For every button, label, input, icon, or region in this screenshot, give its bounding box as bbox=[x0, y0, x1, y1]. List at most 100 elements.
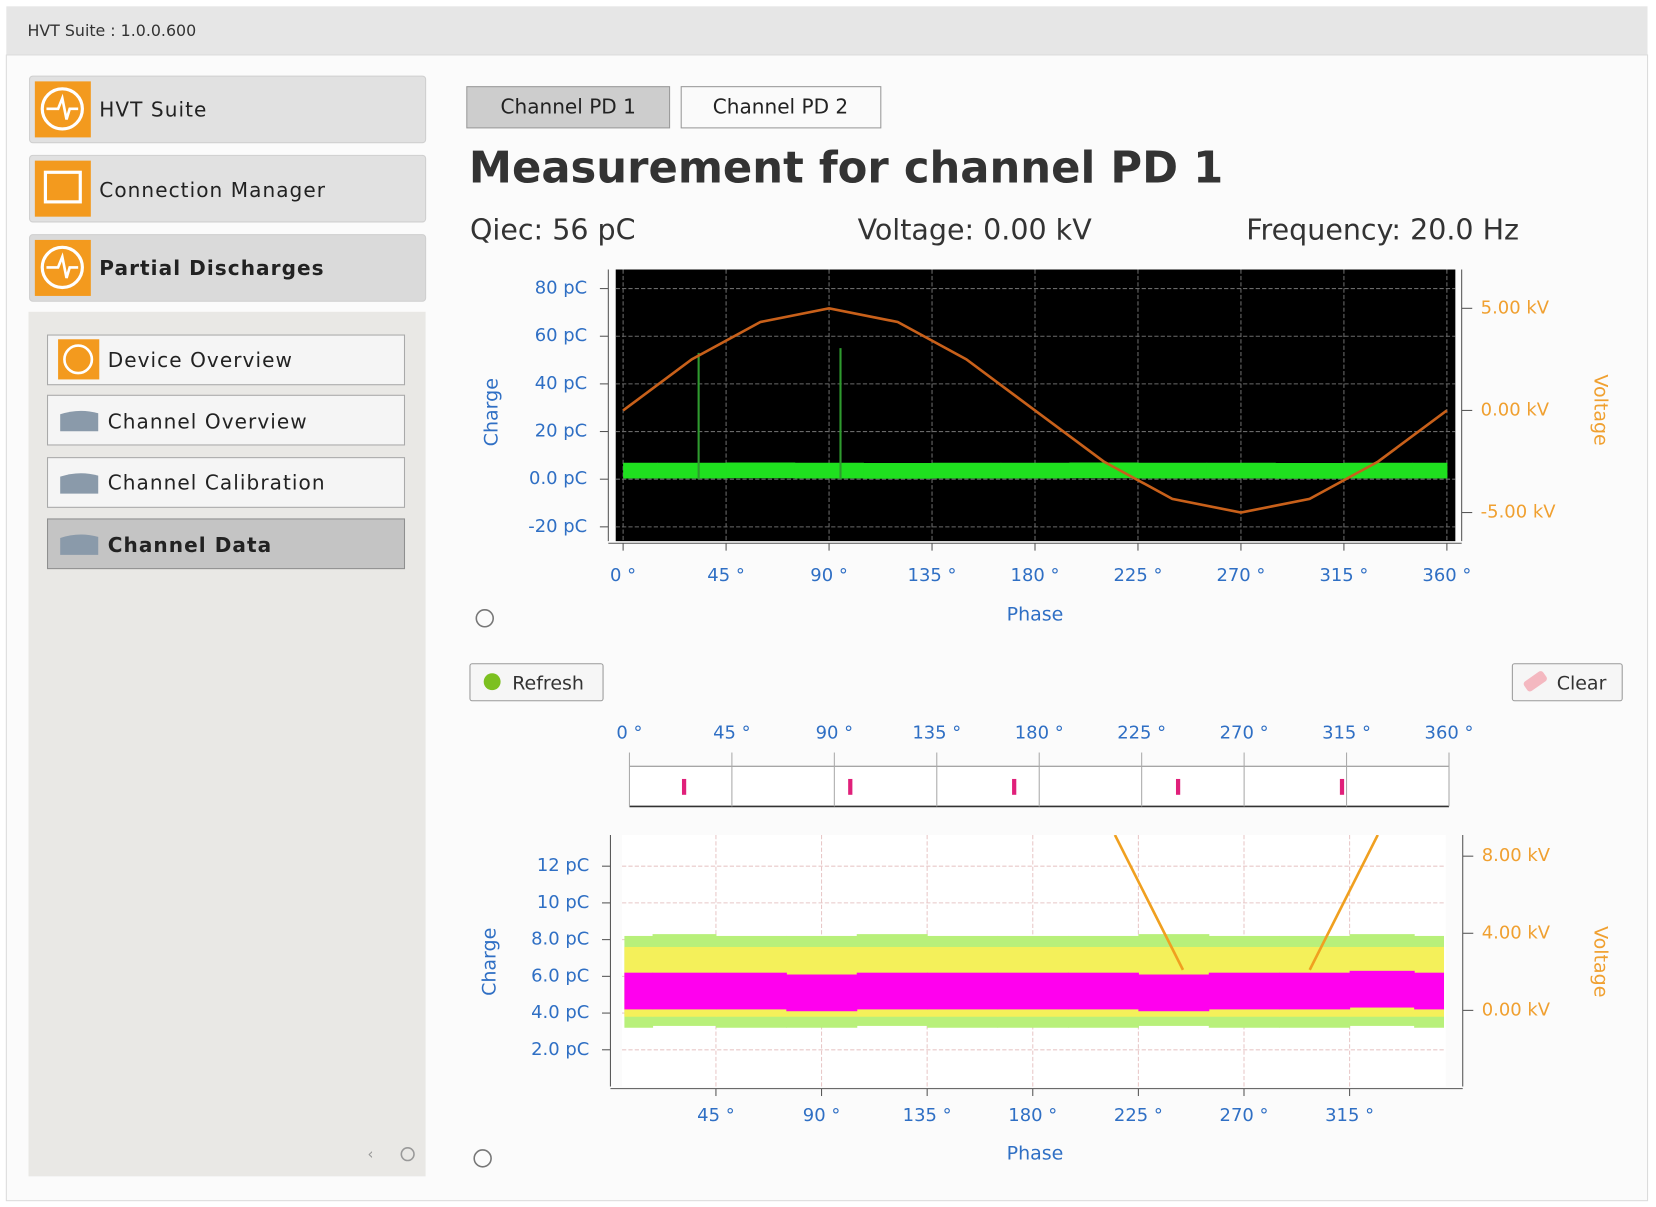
band-segment bbox=[1279, 972, 1351, 1010]
icon[interactable]: ‹ bbox=[368, 1146, 374, 1163]
clear-button[interactable]: Clear bbox=[1511, 663, 1623, 702]
icon bbox=[40, 87, 84, 131]
readout: Frequency: 20.0 Hz bbox=[1246, 213, 1519, 246]
zoom-reset[interactable] bbox=[475, 609, 495, 628]
y-tick-label: 8.0 pC bbox=[531, 929, 589, 950]
y-tick-label: -20 pC bbox=[528, 516, 587, 537]
x-tick-label: 45 ° bbox=[707, 565, 745, 586]
band-segment bbox=[932, 462, 1002, 479]
y-axis-label: Charge bbox=[479, 928, 501, 996]
band-segment bbox=[856, 972, 928, 1010]
x-tick-label: 270 ° bbox=[1220, 722, 1269, 743]
x-tick-label: 315 ° bbox=[1319, 565, 1368, 586]
sidebar-panel bbox=[28, 311, 426, 1177]
band-segment bbox=[927, 972, 999, 1010]
band-segment bbox=[1349, 970, 1415, 1008]
tab[interactable] bbox=[466, 86, 671, 129]
x-tick-label: 180 ° bbox=[1015, 722, 1064, 743]
band-segment bbox=[997, 972, 1069, 1010]
icon bbox=[1523, 671, 1547, 692]
y2-axis-label: Voltage bbox=[1590, 374, 1612, 445]
band-segment bbox=[1069, 462, 1139, 479]
x-tick-label: 315 ° bbox=[1322, 722, 1371, 743]
x-tick-label: 180 ° bbox=[1008, 1105, 1057, 1126]
x-tick-label: 360 ° bbox=[1422, 565, 1471, 586]
band-segment bbox=[1275, 462, 1345, 479]
sub-nav-item[interactable]: Channel Data bbox=[46, 518, 406, 570]
band-segment bbox=[623, 462, 658, 479]
band-segment bbox=[1000, 462, 1070, 479]
icon bbox=[46, 252, 79, 279]
icon bbox=[63, 344, 94, 375]
band-segment bbox=[863, 462, 933, 479]
band-segment bbox=[1412, 462, 1448, 479]
nav-item[interactable]: HVT Suite bbox=[29, 75, 427, 144]
x-tick-label: 135 ° bbox=[912, 722, 961, 743]
band-segment bbox=[1137, 462, 1208, 479]
x-tick-label: 0 ° bbox=[616, 722, 642, 743]
button[interactable] bbox=[469, 663, 604, 702]
sub-nav-label: Channel Data bbox=[108, 533, 273, 557]
readout: Voltage: 0.00 kV bbox=[858, 213, 1093, 246]
nav-label: Connection Manager bbox=[99, 178, 326, 202]
sub-nav-item[interactable]: Channel Calibration bbox=[46, 457, 406, 508]
button-label: Refresh bbox=[512, 672, 584, 694]
band-segment bbox=[1206, 462, 1276, 479]
x-tick-label: 270 ° bbox=[1220, 1105, 1269, 1126]
y-tick-label: 40 pC bbox=[535, 373, 587, 394]
icon bbox=[60, 534, 99, 555]
sub-nav-item[interactable]: Channel Overview bbox=[46, 394, 406, 446]
band-segment bbox=[1208, 972, 1280, 1010]
sub-nav-button[interactable] bbox=[46, 394, 406, 446]
y2-tick-label: 8.00 kV bbox=[1482, 845, 1551, 866]
tab-label: Channel PD 2 bbox=[713, 94, 848, 118]
y2-tick-label: 5.00 kV bbox=[1481, 297, 1550, 318]
sub-nav-item[interactable]: Device Overview bbox=[46, 334, 406, 386]
sub-nav-button[interactable] bbox=[46, 334, 406, 386]
nav-button[interactable] bbox=[29, 75, 427, 144]
y-tick-label: 4.0 pC bbox=[531, 1002, 589, 1023]
nav-item[interactable]: Connection Manager bbox=[29, 154, 427, 223]
nav-label: HVT Suite bbox=[99, 97, 207, 121]
tab[interactable] bbox=[680, 86, 882, 129]
phase-marker bbox=[1339, 778, 1345, 795]
icon[interactable] bbox=[400, 1147, 415, 1162]
y-axis-label: Charge bbox=[481, 378, 503, 446]
y-tick-label: 80 pC bbox=[535, 278, 587, 299]
sub-nav-button[interactable] bbox=[46, 457, 406, 508]
nav-label: Partial Discharges bbox=[99, 256, 324, 280]
nav-item[interactable]: Partial Discharges bbox=[29, 234, 427, 302]
button-label: Clear bbox=[1557, 672, 1607, 694]
line bbox=[622, 306, 1448, 514]
sub-nav-label: Channel Overview bbox=[108, 409, 308, 433]
x-tick-label: 135 ° bbox=[908, 565, 957, 586]
y-tick-label: 12 pC bbox=[537, 855, 589, 876]
nav-button[interactable] bbox=[29, 234, 427, 302]
band-segment bbox=[794, 462, 864, 479]
series-group bbox=[624, 834, 1445, 1028]
sub-nav-label: Channel Calibration bbox=[108, 471, 326, 495]
x-tick-label: 315 ° bbox=[1325, 1105, 1374, 1126]
band-segment bbox=[624, 972, 654, 1010]
nav-button[interactable] bbox=[29, 154, 427, 223]
y2-tick-label: 0.00 kV bbox=[1481, 399, 1550, 420]
heading: Measurement for channel PD 1 bbox=[469, 144, 1223, 194]
phase-marker bbox=[1175, 778, 1181, 795]
x-tick-label: 135 ° bbox=[903, 1105, 952, 1126]
x-tick-label: 0 ° bbox=[610, 565, 636, 586]
band-segment bbox=[1138, 974, 1210, 1012]
refresh-button[interactable]: Refresh bbox=[469, 663, 604, 702]
zoom-reset[interactable] bbox=[473, 1149, 492, 1168]
x-tick-label: 225 ° bbox=[1114, 565, 1163, 586]
x-tick-label: 90 ° bbox=[810, 565, 848, 586]
y-tick-label: 6.0 pC bbox=[531, 965, 589, 986]
x-axis-label: Phase bbox=[1007, 604, 1064, 626]
y-tick-label: 0.0 pC bbox=[529, 468, 587, 489]
sub-nav-button[interactable] bbox=[46, 518, 406, 570]
x-tick-label: 90 ° bbox=[803, 1105, 841, 1126]
band-segment bbox=[715, 972, 787, 1010]
band-segment bbox=[726, 462, 796, 479]
y-tick-label: 60 pC bbox=[535, 325, 587, 346]
sub-nav-label: Device Overview bbox=[108, 348, 293, 372]
